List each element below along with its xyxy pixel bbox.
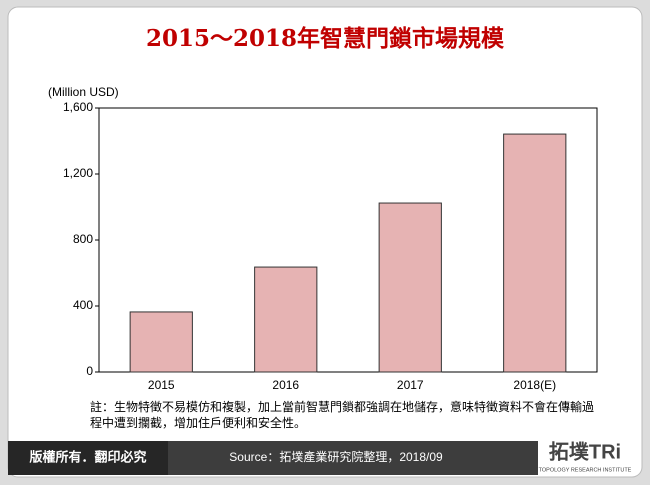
- x-tick-label: 2017: [397, 378, 424, 392]
- bar: [378, 202, 442, 373]
- x-tick-label: 2018(E): [513, 378, 556, 392]
- y-tick-label: 400: [73, 298, 93, 312]
- x-tick-label: 2016: [272, 378, 299, 392]
- logo-subtitle: TOPOLOGY RESEARCH INSTITUTE: [539, 467, 632, 473]
- logo: 拓墣TRi: [549, 440, 621, 463]
- bar: [129, 311, 193, 373]
- y-tick-label: 800: [73, 232, 93, 246]
- source: Source：拓墣產業研究院整理，2018/09: [229, 449, 443, 464]
- y-tick-label: 1,600: [63, 100, 93, 114]
- y-axis-label: (Million USD): [48, 85, 119, 99]
- bar: [254, 266, 318, 373]
- x-tick-label: 2015: [148, 378, 175, 392]
- note: 註：生物特徵不易模仿和複製，加上當前智慧門鎖都強調在地儲存，意味特徵資料不會在傳…: [90, 400, 595, 430]
- copyright: 版權所有．翻印必究: [29, 449, 146, 464]
- bar: [503, 133, 567, 373]
- y-tick-label: 1,200: [63, 166, 93, 180]
- chart-title: 2015～2018年智慧門鎖市場規模: [146, 25, 505, 52]
- footer-left: [8, 441, 168, 475]
- y-tick-label: 0: [86, 364, 93, 378]
